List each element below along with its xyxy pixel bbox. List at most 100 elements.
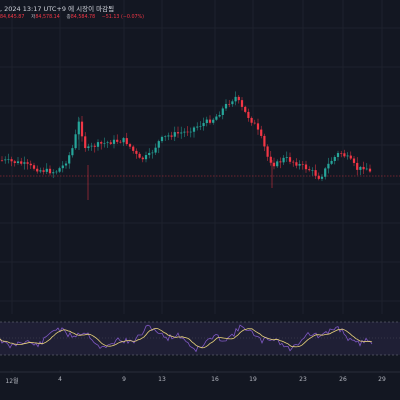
candle-body	[199, 126, 202, 127]
candle-body	[192, 127, 196, 132]
candle-body	[4, 159, 7, 161]
close-label: 종	[66, 15, 71, 20]
candle-body	[202, 123, 205, 127]
candle-body	[231, 101, 234, 105]
candle-body	[45, 168, 48, 172]
candle-body	[109, 142, 112, 144]
rsi-ma-line	[0, 327, 373, 349]
candle-body	[138, 153, 141, 158]
candle-body	[269, 156, 272, 163]
candle-body	[48, 168, 52, 174]
candle-body	[189, 131, 192, 133]
candle-body	[362, 166, 365, 170]
candle-body	[164, 136, 167, 138]
candle-body	[336, 153, 340, 158]
high-label: 저	[30, 15, 36, 20]
candle-body	[29, 163, 32, 166]
candle-body	[61, 165, 64, 169]
candle-body	[154, 147, 157, 153]
candle-body	[141, 157, 144, 160]
candle-body	[279, 161, 282, 163]
candle-body	[96, 142, 100, 147]
candle-body	[234, 96, 237, 102]
x-axis-label: 23	[299, 376, 307, 383]
candle-body	[68, 155, 71, 164]
candle-body	[237, 96, 240, 101]
candle-body	[135, 150, 138, 154]
candle-body	[13, 161, 16, 164]
candle-body	[247, 111, 250, 118]
candle-body	[0, 160, 4, 161]
candle-body	[304, 164, 308, 170]
candle-body	[317, 175, 320, 179]
open-value: 84,645.87	[0, 15, 25, 20]
candle-body	[23, 162, 26, 164]
candle-body	[240, 100, 244, 107]
candle-body	[36, 168, 39, 172]
candle-body	[343, 153, 346, 157]
change-value: −51.13 (−0.07%)	[101, 15, 144, 20]
candle-body	[186, 131, 189, 133]
candle-body	[365, 168, 368, 170]
candle-body	[132, 146, 135, 151]
candle-body	[87, 146, 90, 149]
candle-body	[218, 114, 221, 117]
candle-body	[324, 168, 327, 177]
candle-body	[292, 161, 295, 163]
candle-body	[16, 161, 20, 164]
candle-body	[55, 171, 58, 173]
candle-body	[10, 159, 13, 162]
candle-body	[39, 170, 42, 172]
candle-body	[208, 119, 212, 123]
candle-body	[266, 146, 269, 157]
candle-body	[90, 145, 93, 147]
candle-body	[330, 160, 333, 164]
candle-body	[221, 108, 224, 115]
high-value: 84,578.14	[35, 15, 60, 20]
candle-body	[320, 176, 324, 179]
candle-body	[52, 172, 55, 174]
candle-body	[148, 152, 151, 156]
candle-body	[32, 165, 36, 169]
x-axis-label: 19	[249, 376, 257, 383]
candle-body	[176, 132, 180, 134]
candle-body	[308, 169, 311, 171]
candle-body	[180, 132, 183, 134]
candle-body	[346, 155, 349, 157]
price-grid	[0, 0, 400, 372]
candle-body	[144, 155, 148, 160]
candle-body	[301, 163, 304, 165]
candle-body	[272, 162, 276, 167]
candle-body	[260, 129, 263, 136]
candle-body	[295, 162, 298, 166]
candle-body	[282, 157, 285, 163]
candle-body	[244, 106, 247, 112]
candle-body	[80, 121, 84, 137]
candle-body	[352, 158, 356, 163]
x-axis-label: 29	[378, 376, 386, 383]
candle-body	[263, 135, 266, 147]
candle-body	[327, 163, 330, 169]
x-axis-label: 26	[339, 376, 347, 383]
candle-body	[311, 170, 314, 171]
candle-body	[250, 117, 253, 123]
close-value: 84,584.78	[70, 15, 96, 20]
x-axis-label: 12월	[5, 378, 19, 385]
x-axis-label: 13	[158, 376, 166, 383]
x-axis-label: 4	[58, 376, 62, 383]
candle-body	[157, 141, 160, 148]
ohlc-readout: 84,645.87 저84,578.14 종84,584.78 −51.13 (…	[0, 13, 144, 20]
candle-body	[112, 139, 116, 144]
candle-body	[314, 170, 317, 176]
candle-body	[276, 161, 279, 167]
candle-body	[58, 168, 61, 172]
candle-body	[285, 157, 288, 158]
candle-body	[224, 103, 228, 109]
candle-body	[125, 138, 128, 145]
candle-body	[26, 162, 29, 164]
x-axis-label: 16	[211, 376, 219, 383]
candle-body	[228, 103, 231, 105]
candle-body	[196, 126, 199, 128]
candle-body	[93, 145, 96, 147]
